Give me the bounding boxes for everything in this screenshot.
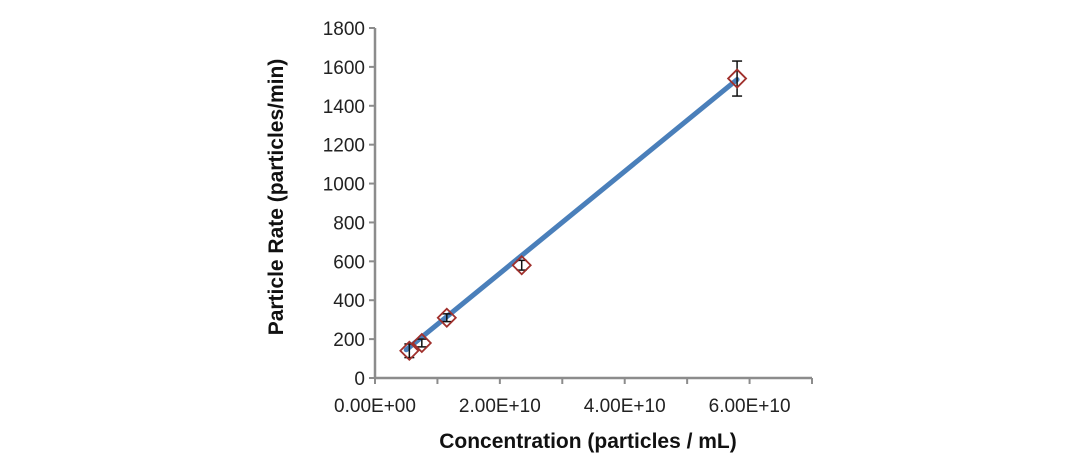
x-axis-title: Concentration (particles / mL) [439,430,737,453]
y-tick-label: 1200 [323,136,365,157]
y-axis-title: Particle Rate (particles/min) [265,59,288,336]
data-points-group [399,60,748,362]
x-tick-group: 0.00E+00 2.00E+10 4.00E+10 6.00E+10 [334,378,813,417]
y-tick-label: 200 [333,330,365,351]
y-tick-label: 800 [333,213,365,234]
data-point-diamond [411,332,433,354]
y-tick-label: 1800 [323,19,365,40]
y-tick-label: 1600 [323,58,365,79]
data-point-diamond [436,307,458,328]
y-tick-label: 400 [333,291,365,312]
data-point-diamond [399,340,420,362]
y-tick-label: 0 [354,369,365,390]
trendline-group [403,77,740,353]
data-point-diamond [726,68,748,89]
y-tick-label: 1400 [323,97,365,118]
data-point-diamond [511,254,532,276]
axes [373,28,812,380]
y-tick-group: 0 200 400 600 800 1000 1200 1400 1600 1800 [323,19,375,390]
trendline [403,77,740,353]
x-tick-label: 0.00E+00 [334,396,416,417]
x-tick-label: 2.00E+10 [459,396,541,417]
y-tick-label: 1000 [323,175,365,196]
x-tick-label: 4.00E+10 [584,396,666,417]
x-tick-label: 6.00E+10 [709,396,791,417]
y-tick-label: 600 [333,252,365,273]
